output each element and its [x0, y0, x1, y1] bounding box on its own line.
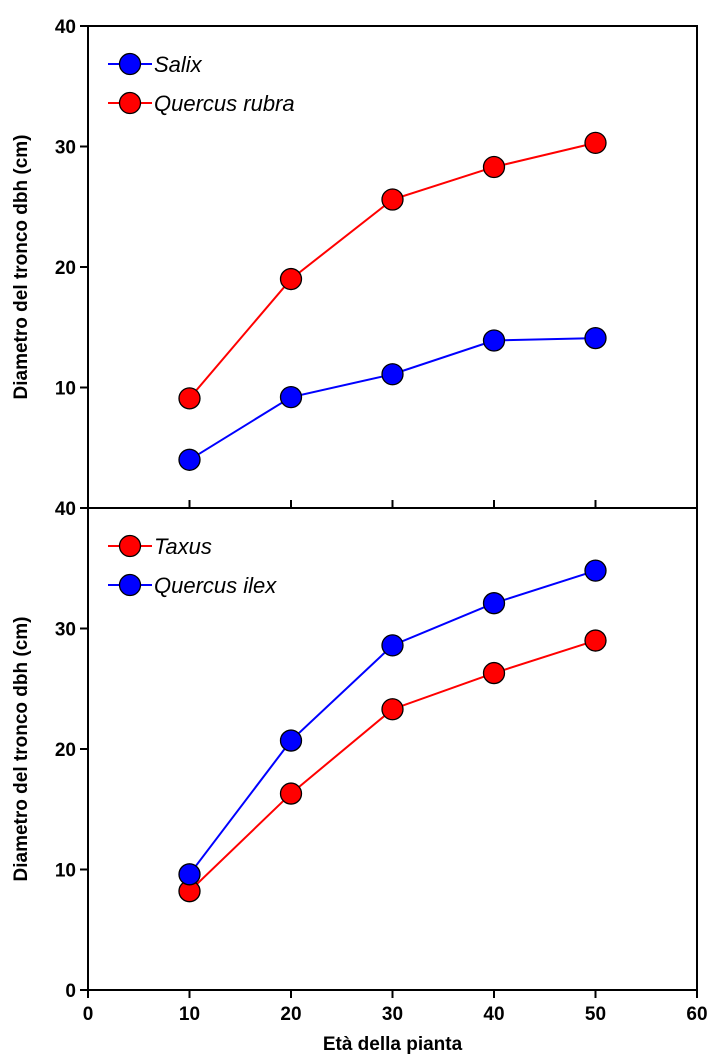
bottom-y-axis-title: Diametro del tronco dbh (cm) [11, 617, 32, 882]
bottom-legend-label-quercus-ilex: Quercus ilex [154, 573, 277, 598]
top-point-quercus-rubra-10 [178, 387, 201, 410]
bottom-x-tick-label-50: 50 [585, 1004, 606, 1025]
bottom-x-tick-label-20: 20 [280, 1004, 301, 1025]
bottom-chart-panel: 40 30 20 10 00 10 20 30 40 50 60 Diametro del tronc… [11, 499, 708, 1055]
bottom-y-tick-label-30: 30 [55, 620, 76, 641]
bottom-x-axis-title: Età della pianta [323, 1034, 463, 1055]
bottom-point-taxus-30 [381, 698, 404, 721]
bottom-point-taxus-20 [279, 782, 303, 805]
bottom-y-tick-label-10: 10 [55, 861, 76, 882]
top-y-tick-label-30: 30 [55, 138, 76, 159]
top-point-salix-50 [584, 326, 607, 350]
bottom-x-tick-label-10: 10 [179, 1004, 200, 1025]
top-y-tick-label-20: 20 [55, 258, 76, 279]
bottom-point-quercus-ilex-50 [584, 559, 607, 582]
bottom-y-tick-label-20: 20 [55, 740, 76, 761]
top-series-line-salix [188, 337, 596, 461]
bottom-x-tick-label-0: 0 [83, 1004, 94, 1025]
bottom-series-line-taxus [188, 639, 596, 892]
bottom-legend-marker-quercus-ilex [118, 573, 142, 597]
bottom-point-quercus-ilex-40 [482, 592, 506, 615]
bottom-point-quercus-ilex-10 [178, 863, 201, 886]
top-legend-label-salix: Salix [154, 52, 203, 77]
top-y-axis-title: Diametro del tronco dbh (cm) [11, 135, 32, 400]
bottom-point-taxus-50 [584, 629, 607, 652]
top-y-tick-label-10: 10 [55, 379, 76, 400]
bottom-x-tick-label-60: 60 [686, 1004, 707, 1025]
bottom-x-tick-label-40: 40 [483, 1004, 504, 1025]
top-chart-panel: 40 30 20 10 Diametro del tronco dbh (cm) Sali… [11, 17, 698, 509]
bottom-legend-marker-taxus [118, 534, 142, 558]
top-legend-marker-quercus-rubra [118, 91, 142, 115]
top-y-tick-label-40: 40 [55, 17, 76, 38]
top-point-quercus-rubra-50 [584, 131, 607, 155]
top-point-salix-30 [381, 363, 404, 386]
bottom-y-tick-label-40: 40 [55, 499, 76, 520]
top-series-line-quercus-rubra [188, 141, 596, 399]
bottom-y-tick-label-0: 0 [65, 981, 76, 1002]
bottom-legend-label-taxus: Taxus [154, 534, 212, 559]
bottom-point-quercus-ilex-20 [279, 729, 303, 752]
top-point-quercus-rubra-20 [279, 267, 303, 291]
top-point-quercus-rubra-40 [482, 155, 506, 179]
top-legend-label-quercus-rubra: Quercus rubra [154, 91, 295, 116]
bottom-point-taxus-40 [482, 661, 506, 685]
bottom-series-line-quercus-ilex [188, 569, 596, 875]
top-point-salix-40 [482, 329, 506, 352]
bottom-point-quercus-ilex-30 [381, 634, 404, 657]
top-legend-marker-salix [118, 52, 142, 76]
top-point-salix-20 [279, 385, 303, 409]
top-point-quercus-rubra-30 [381, 188, 404, 211]
top-point-salix-10 [178, 448, 201, 471]
bottom-x-tick-label-30: 30 [382, 1004, 403, 1025]
